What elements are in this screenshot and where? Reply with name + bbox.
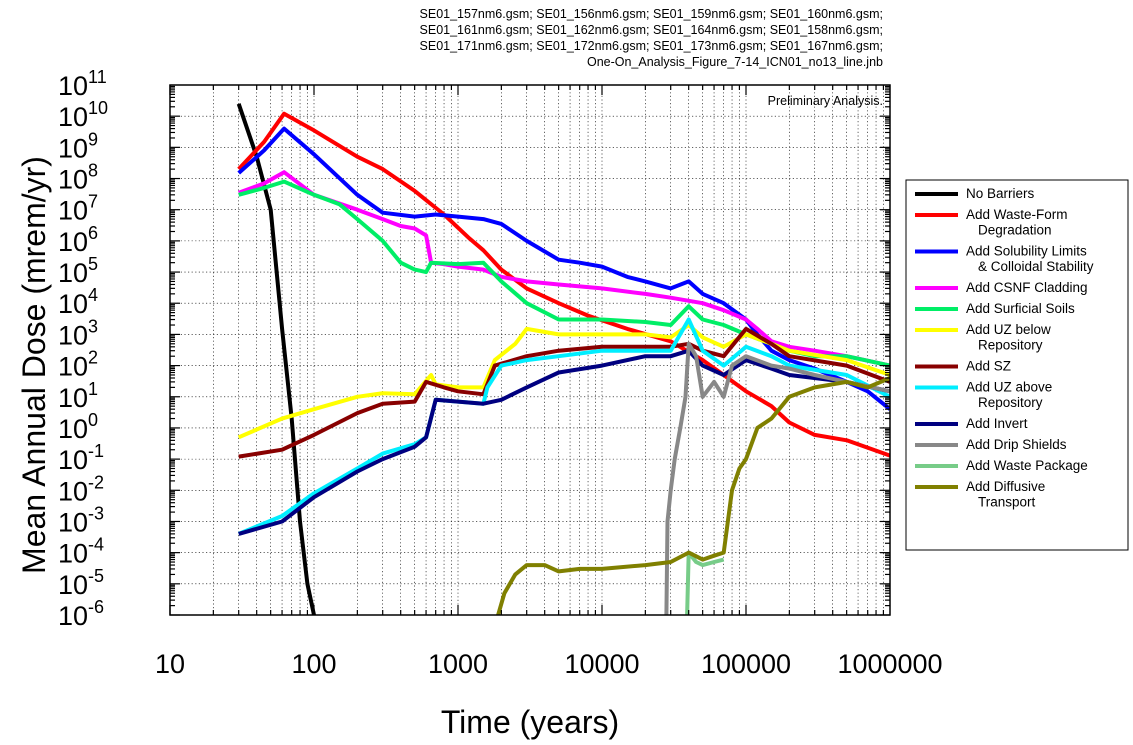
header-line: SE01_161nm6.gsm; SE01_162nm6.gsm; SE01_1… — [420, 23, 883, 37]
legend-label: Add Waste-Form — [966, 207, 1068, 222]
plot-frame — [169, 84, 891, 616]
y-tick-label: 10-3 — [58, 503, 104, 537]
series-line-add-solubility-limits-colloidal-stability — [237, 126, 890, 411]
legend-label: & Colloidal Stability — [978, 259, 1094, 274]
x-axis-title: Time (years) — [441, 704, 619, 740]
axis-ticks — [169, 84, 891, 616]
y-tick-label: 104 — [58, 285, 98, 319]
series-line-add-csnf-cladding — [238, 170, 890, 368]
y-tick-label: 105 — [58, 254, 98, 288]
y-tick-label: 109 — [58, 129, 98, 163]
chart-header: SE01_157nm6.gsm; SE01_156nm6.gsm; SE01_1… — [420, 7, 884, 69]
legend-label: Add SZ — [966, 359, 1011, 374]
legend-label: Transport — [978, 495, 1036, 510]
y-tick-label: 108 — [58, 161, 98, 195]
y-tick-label: 107 — [58, 192, 98, 226]
series-line-add-diffusive-transport — [496, 376, 890, 615]
y-tick-label: 10-1 — [58, 441, 104, 475]
header-line: SE01_157nm6.gsm; SE01_156nm6.gsm; SE01_1… — [420, 7, 883, 21]
y-tick-label: 1011 — [58, 67, 107, 101]
legend-label: Repository — [978, 395, 1043, 410]
header-line: One-On_Analysis_Figure_7-14_ICN01_no13_l… — [587, 55, 883, 69]
legend-label: Degradation — [978, 223, 1052, 238]
x-tick-labels: 10 100 1000 10000 100000 1000000 — [155, 649, 943, 679]
y-tick-label: 10-5 — [58, 566, 104, 600]
legend-label: Add Surficial Soils — [966, 301, 1075, 316]
legend-label: Add UZ above — [966, 380, 1052, 395]
series-line-add-invert — [238, 348, 890, 536]
x-tick-label: 100 — [291, 649, 336, 679]
y-tick-label: 102 — [58, 348, 98, 382]
x-tick-label: 10 — [155, 649, 185, 679]
series-line-add-uz-above-repository — [237, 317, 890, 536]
legend-label: Add Diffusive — [966, 479, 1045, 494]
y-tick-label: 10-6 — [58, 597, 104, 631]
y-axis-title: Mean Annual Dose (mrem/yr) — [16, 156, 52, 574]
legend-label: Add Waste Package — [966, 458, 1088, 473]
legend-label: Add CSNF Cladding — [966, 280, 1088, 295]
y-tick-label: 100 — [58, 410, 98, 444]
header-line: SE01_171nm6.gsm; SE01_172nm6.gsm; SE01_1… — [420, 39, 883, 53]
series-line-add-waste-package — [685, 550, 725, 615]
x-tick-label: 10000 — [564, 649, 639, 679]
grid-lines — [170, 85, 890, 615]
series-line-no-barriers — [236, 103, 316, 615]
y-tick-label: 106 — [58, 223, 98, 257]
y-tick-label: 10-2 — [58, 472, 104, 506]
y-tick-label: 103 — [58, 316, 98, 350]
legend-label: Add Invert — [966, 416, 1028, 431]
y-tick-label: 10-4 — [58, 535, 104, 569]
x-tick-label: 100000 — [701, 649, 791, 679]
x-tick-label: 1000 — [428, 649, 488, 679]
legend-label: Repository — [978, 338, 1043, 353]
series-line-add-drip-shields — [664, 341, 890, 615]
legend-label: Add Solubility Limits — [966, 244, 1087, 259]
legend-label: Add Drip Shields — [966, 437, 1067, 452]
series-layer — [236, 103, 890, 615]
legend-label: No Barriers — [966, 186, 1035, 201]
y-tick-label: 101 — [58, 379, 98, 413]
y-tick-labels: 1011101010910810710610510410310210110010… — [58, 67, 108, 631]
series-line-add-uz-below-repository — [237, 323, 890, 440]
preliminary-analysis-note: Preliminary Analysis. — [768, 94, 883, 108]
y-tick-label: 1010 — [58, 98, 108, 132]
x-tick-label: 1000000 — [837, 649, 942, 679]
series-line-add-waste-form-degradation — [237, 111, 890, 458]
series-line-add-sz — [238, 326, 890, 459]
legend-label: Add UZ below — [966, 322, 1051, 337]
